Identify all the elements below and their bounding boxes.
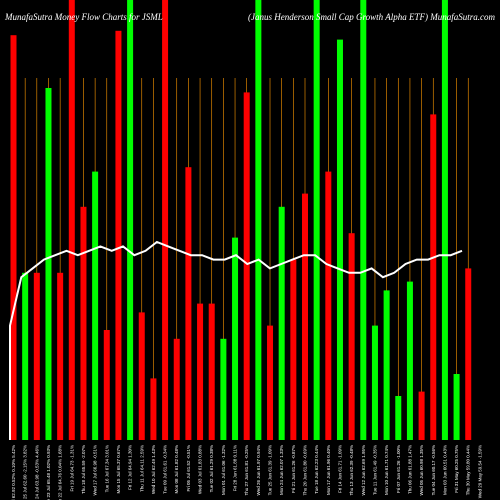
bar-down [418, 391, 425, 440]
bar-down [80, 206, 87, 440]
bar-down [208, 303, 215, 440]
bar-up [255, 0, 262, 440]
tick-label: Wed 26 Jun 61.97 0.94% [256, 445, 261, 495]
bar-up [441, 0, 448, 440]
bar-up [45, 88, 52, 440]
money-flow-line [9, 240, 463, 440]
bar-up [406, 281, 413, 440]
tick-label: Tue 09 Jul 61.61 -0.34% [163, 445, 168, 494]
bar-up [220, 338, 227, 440]
bar-down [68, 0, 75, 440]
bar-up [278, 206, 285, 440]
tick-label: Tue 04 Jun 60.17 -0.56% [431, 445, 436, 495]
tick-label: Mon 01 Jul 61.06 -1.32% [221, 445, 226, 495]
bar-down [185, 167, 192, 440]
tick-label: Thu 11 Jul 64.11 2.59% [139, 445, 144, 492]
tick-label: Thu 27 Jun 61.81 -0.25% [244, 445, 249, 496]
bar-up [232, 237, 239, 440]
bar-up [92, 171, 99, 440]
bar-up [22, 272, 29, 440]
bar-down [267, 325, 274, 440]
tick-labels: Fri 26 Jul 62.92 0.52% 0.10% 5.42% Thu 25… [11, 445, 482, 500]
bar-layer [10, 0, 472, 441]
tick-label: Mon 24 Jun 62.07 1.33% [279, 445, 284, 495]
tick-label: Wed 29 May 59.54 -1.59% [477, 445, 482, 498]
tick-label: Tue 25 Jun 61.39 -1.09% [268, 445, 273, 495]
tick-label: Fri 26 Jul 62.92 0.52% 0.10% 5.42% [11, 445, 16, 500]
tick-label: Fri 07 Jun 61.26 -1.00% [396, 445, 401, 493]
bar-up [360, 0, 367, 440]
bar-down [465, 268, 472, 440]
tick-label: Fri 12 Jul 64.94 1.30% [128, 445, 133, 490]
bar-down [173, 338, 180, 440]
tick-label: Thu 25 Jul 62.60 -2.15% 3.82% [23, 445, 28, 500]
tick-label: Mon 15 Jul 65.37 0.67% [116, 445, 121, 494]
bar-up [313, 0, 320, 440]
bar-down [290, 259, 297, 440]
tick-label: Thu 30 May 59.80 0.44% [466, 445, 471, 495]
tick-label: Mon 03 Jun 60.51 0.43% [442, 445, 447, 495]
tick-label: Fri 14 Jun 61.71 -1.09% [337, 445, 342, 493]
tick-label: Fri 19 Jul 64.73 -1.31% [69, 445, 74, 492]
bar-up [127, 0, 134, 440]
tick-label: Wed 12 Jun 62.69 1.95% [361, 445, 366, 495]
bar-up [371, 325, 378, 440]
tick-label: Tue 18 Jun 62.23 0.44% [314, 445, 319, 494]
bar-down [302, 193, 308, 440]
tick-label: Tue 16 Jul 67.34 3.01% [104, 445, 109, 492]
tick-label: Wed 03 Jul 61.83 0.88% [198, 445, 203, 494]
tick-label: Mon 22 Jul 64.76 0.04% 1.68% [58, 445, 63, 500]
bar-down [150, 378, 157, 440]
bar-down [33, 272, 40, 440]
bar-up [395, 396, 402, 440]
tick-label: Mon 10 Jun 61.71 0.74% [384, 445, 389, 495]
tick-label: Wed 10 Jul 62.49 1.43% [151, 445, 156, 494]
bar-down [115, 30, 122, 441]
tick-label: Tue 11 Jun 61.49 -0.35% [372, 445, 377, 495]
chart-subtitle: (Janus Henderson Small Cap Growth Alpha … [248, 12, 495, 22]
bar-down [138, 312, 145, 440]
bar-down [430, 114, 437, 441]
bar-down [325, 171, 332, 440]
bar-down [348, 233, 355, 440]
bar-down [197, 303, 204, 440]
line-layer [9, 240, 463, 440]
bar-down [243, 92, 250, 441]
chart-title: MunafaSutra Money Flow Charts for JSML [4, 12, 163, 22]
tick-label: Mon 17 Jun 61.96 0.40% [326, 445, 331, 495]
bar-down [57, 272, 64, 440]
bar-up [383, 290, 390, 440]
tick-label: Fri 28 Jun 61.88 0.11% [233, 445, 238, 491]
tick-label: Thu 20 Jun 61.80 -0.69% [303, 445, 308, 496]
tick-label: Wed 24 Jul 63.98 -0.53% 4.46% [34, 445, 39, 500]
tick-label: Tue 02 Jul 61.29 0.38% [209, 445, 214, 492]
bar-up [453, 374, 460, 440]
bar-down [10, 35, 17, 440]
bar-down [162, 0, 169, 440]
tick-label: Tue 23 Jul 65.48 1.02% 0.93% [46, 445, 51, 500]
tick-label: Wed 17 Jul 66.98 -0.51% [93, 445, 98, 495]
tick-label: Fri 21 Jun 61.26 -0.87% [291, 445, 296, 493]
tick-label: Wed 05 Jun 60.98 1.35% [419, 445, 424, 495]
tick-label: Fri 31 May 60.25 0.75% [454, 445, 459, 493]
tick-label: Fri 05 Jul 61.52 -0.51% [186, 445, 191, 492]
bar-down [103, 330, 110, 440]
tick-label: Thu 06 Jun 61.88 1.47% [407, 445, 412, 494]
tick-label: Thu 18 Jul 65.59 -2.07% [81, 445, 86, 494]
tick-label: Thu 13 Jun 62.39 -0.48% [349, 445, 354, 496]
tick-label: Mon 08 Jul 61.82 0.48% [174, 445, 179, 494]
bar-up [336, 39, 343, 440]
